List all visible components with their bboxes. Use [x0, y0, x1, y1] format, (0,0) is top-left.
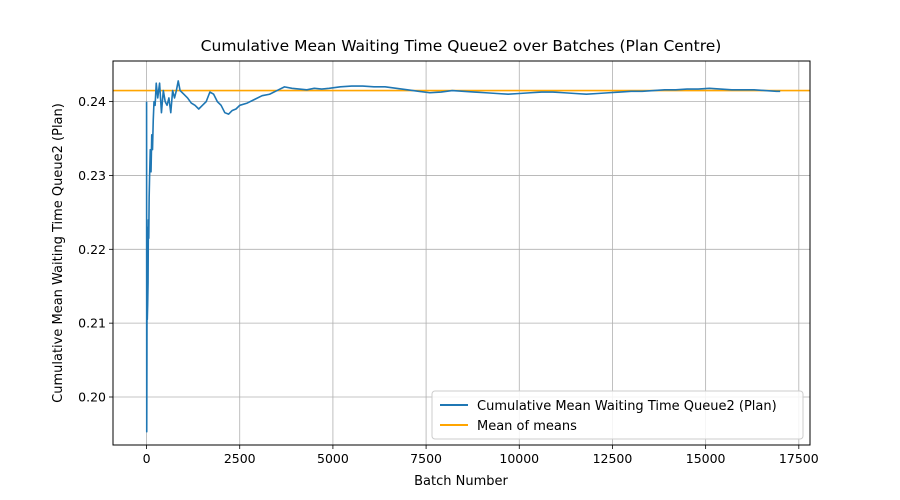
y-axis-label: Cumulative Mean Waiting Time Queue2 (Pla… [51, 103, 66, 403]
plot-area [113, 80, 810, 433]
x-axis-label: Batch Number [414, 474, 508, 489]
x-tick-label: 0 [143, 451, 151, 466]
x-tick-label: 2500 [224, 451, 256, 466]
y-tick-label: 0.22 [78, 242, 106, 257]
legend-label-series: Cumulative Mean Waiting Time Queue2 (Pla… [477, 399, 777, 414]
y-tick-label: 0.23 [78, 168, 106, 183]
x-tick-label: 7500 [410, 451, 442, 466]
grid [113, 61, 810, 445]
legend-box [431, 390, 804, 440]
x-tick-label: 12500 [593, 451, 633, 466]
series-line-cumulative-mean [145, 80, 781, 433]
x-tick-label: 17500 [779, 451, 819, 466]
y-tick-label: 0.20 [78, 390, 106, 405]
legend: Cumulative Mean Waiting Time Queue2 (Pla… [431, 390, 804, 440]
plot-frame [112, 60, 811, 446]
y-tick-label: 0.21 [78, 316, 106, 331]
y-tick-label: 0.24 [78, 94, 106, 109]
x-axis-ticks: 0 2500 5000 7500 10000 12500 15000 17500 [143, 445, 819, 466]
y-axis-ticks: 0.20 0.21 0.22 0.23 0.24 [78, 94, 113, 405]
series-layer [145, 80, 781, 433]
x-tick-label: 10000 [499, 451, 539, 466]
chart-title: Cumulative Mean Waiting Time Queue2 over… [201, 37, 722, 55]
legend-label-mean: Mean of means [477, 419, 577, 434]
x-tick-label: 5000 [317, 451, 349, 466]
x-tick-label: 15000 [686, 451, 726, 466]
